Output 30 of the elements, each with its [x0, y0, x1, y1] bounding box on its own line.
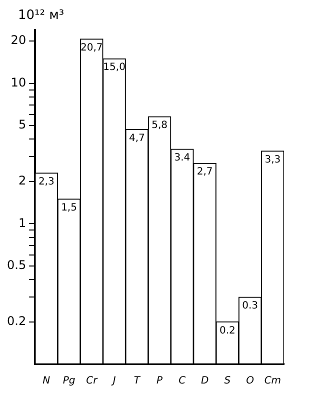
data-label: 2,7 — [196, 166, 213, 178]
y-tick-label: 1 — [18, 216, 26, 230]
data-label: 2,3 — [38, 176, 54, 188]
data-label: 5,8 — [152, 120, 168, 132]
y-tick-label: 0.5 — [6, 258, 26, 272]
x-tick-label: T — [134, 376, 141, 387]
x-tick-label: O — [246, 376, 254, 387]
x-tick-label: S — [224, 376, 232, 387]
data-label: 3,3 — [264, 154, 281, 166]
x-tick-label: Cm — [264, 376, 282, 387]
data-label: 1,5 — [61, 202, 77, 214]
data-label: 4,7 — [128, 132, 145, 144]
y-tick-label: 5 — [18, 118, 26, 132]
data-label: 15,0 — [103, 62, 126, 74]
x-tick-label: D — [200, 376, 209, 387]
x-tick-label: Cr — [86, 376, 98, 387]
x-tick-label: N — [42, 376, 51, 387]
x-tick-label: C — [178, 376, 186, 387]
data-label: 3.4 — [174, 152, 190, 164]
y-tick-label: 20 — [10, 33, 26, 48]
x-tick-label: J — [110, 376, 116, 387]
x-tick-label: Pg — [62, 376, 76, 387]
y-tick-label: 2 — [18, 174, 26, 188]
y-tick-label: 10 — [10, 75, 26, 90]
data-label: 20,7 — [80, 42, 103, 54]
y-axis-title: 10¹² м³ — [18, 8, 64, 23]
data-label: 0.2 — [219, 325, 236, 336]
x-tick-label: P — [156, 376, 164, 387]
y-tick-label: 0.2 — [6, 314, 26, 328]
data-label: 0.3 — [242, 300, 258, 312]
